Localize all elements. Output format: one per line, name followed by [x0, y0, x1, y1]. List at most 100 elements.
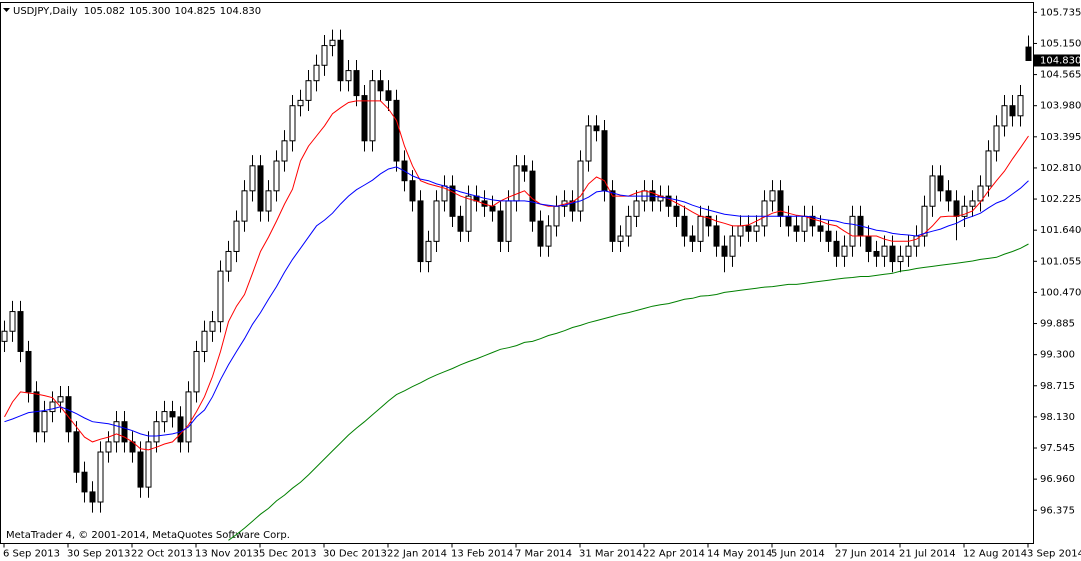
menu-arrow[interactable] [3, 8, 10, 12]
x-tick-label: 7 Mar 2014 [515, 549, 572, 560]
high-label: 105.300 [129, 6, 170, 17]
y-tick-label: 103.395 [1040, 132, 1081, 143]
candle-body [297, 99, 304, 107]
candle-body [689, 235, 696, 242]
current-price-label: 104.830 [1040, 55, 1081, 66]
candle-body [601, 130, 608, 192]
candle-body [361, 95, 368, 142]
copyright-footer: MetaTrader 4, © 2001-2014, MetaQuotes So… [6, 530, 290, 541]
x-tick-label: 13 Feb 2014 [451, 549, 513, 560]
low-label: 104.825 [174, 6, 215, 17]
candle-body [617, 235, 624, 242]
candle-body [169, 411, 176, 418]
candle-body [521, 165, 528, 172]
candle-body [25, 350, 32, 393]
candle-body [305, 80, 312, 101]
x-tick-label: 5 Dec 2013 [259, 549, 317, 560]
candle-body [57, 396, 64, 403]
candle-body [241, 190, 248, 222]
candle-body [225, 250, 232, 272]
candle-body [713, 225, 720, 247]
candle-body [777, 190, 784, 217]
candle-body [905, 245, 912, 257]
candle-body [761, 200, 768, 227]
candle-body [369, 80, 376, 142]
candle-body [209, 321, 216, 332]
candle-body [817, 225, 824, 232]
candle-body [233, 220, 240, 252]
candle-body [337, 39, 344, 82]
x-tick-label: 21 Jul 2014 [899, 549, 956, 560]
x-tick-label: 13 Nov 2013 [195, 549, 259, 560]
candle-body [81, 471, 88, 493]
candle-body [105, 441, 112, 453]
candle-body [409, 180, 416, 202]
x-tick-label: 5 Jun 2014 [771, 549, 825, 560]
candle-body [529, 170, 536, 222]
candle-body [41, 411, 48, 433]
y-tick-label: 101.055 [1040, 256, 1081, 267]
y-tick-label: 105.735 [1040, 7, 1081, 18]
x-tick-label: 27 Jun 2014 [835, 549, 895, 560]
candle-body [161, 411, 168, 423]
candle-body [553, 205, 560, 227]
candle-body [9, 311, 16, 332]
candle-body [513, 165, 520, 202]
candle-body [457, 215, 464, 232]
candle-body [489, 205, 496, 212]
y-tick-label: 97.545 [1040, 443, 1075, 454]
candle-body [665, 195, 672, 207]
candle-body [745, 225, 752, 232]
candle-body [705, 215, 712, 227]
plot-frame [0, 2, 1034, 544]
candle-body [313, 64, 320, 82]
candle-body [1017, 95, 1024, 117]
current-price-tag [1034, 54, 1080, 67]
candle-body [497, 210, 504, 242]
candle-body [609, 190, 616, 242]
candle-body [953, 200, 960, 217]
candle-body [265, 190, 272, 212]
y-tick-label: 104.565 [1040, 70, 1081, 81]
y-tick-label: 105.150 [1040, 38, 1081, 49]
x-tick-label: 30 Sep 2013 [67, 549, 130, 560]
chart-title: USDJPY,Daily [13, 6, 78, 17]
candle-body [977, 185, 984, 202]
candle-body [113, 421, 120, 443]
candle-body [945, 190, 952, 202]
candle-body [985, 150, 992, 187]
candle-body [153, 421, 160, 443]
candle-body [273, 160, 280, 192]
x-tick-label: 3 Sep 2014 [1027, 549, 1081, 560]
candle-body [73, 431, 80, 473]
y-tick-label: 96.375 [1040, 505, 1075, 516]
candle-body [593, 125, 600, 132]
candle-body [825, 230, 832, 242]
candle-body [137, 451, 144, 488]
y-tick-label: 99.300 [1040, 350, 1075, 361]
moving-average-line [228, 243, 1029, 541]
candle-body [793, 225, 800, 232]
candle-body [585, 125, 592, 162]
candle-body [329, 39, 336, 47]
candle-body [257, 165, 264, 212]
candle-body [433, 200, 440, 242]
candle-body [721, 245, 728, 257]
candle-body [537, 220, 544, 247]
candle-body [769, 190, 776, 202]
candle-body [393, 99, 400, 162]
y-tick-label: 98.130 [1040, 412, 1075, 423]
chart-header: USDJPY,Daily 105.082 105.300 104.825 104.830 [13, 6, 261, 17]
candle-body [449, 185, 456, 217]
candle-body [849, 215, 856, 247]
candle-body [929, 175, 936, 207]
candle-body [937, 175, 944, 192]
candle-body [177, 416, 184, 443]
candle-body [145, 441, 152, 488]
moving-average-line [4, 166, 1029, 437]
candle-body [49, 401, 56, 413]
candle-body [545, 225, 552, 247]
